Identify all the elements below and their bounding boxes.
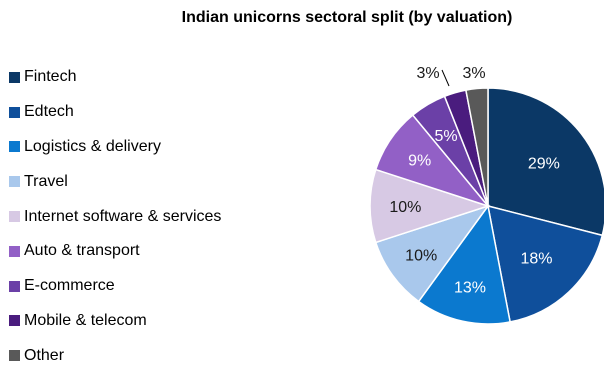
pie-slice-other: [465, 87, 489, 207]
legend-item-ecommerce: E-commerce: [9, 269, 221, 304]
legend-label: Fintech: [24, 68, 77, 86]
pie-chart: 29% 18% 13% 10% 10% 9%5% 3% 3%: [369, 65, 604, 325]
legend-label: E-commerce: [24, 277, 115, 295]
legend-swatch: [9, 280, 20, 292]
data-label-e-commerce: 5%: [434, 128, 457, 145]
legend-swatch: [9, 71, 20, 83]
legend-swatch: [9, 106, 20, 118]
legend-label: Edtech: [24, 103, 74, 121]
data-label-fintech: 29%: [528, 156, 560, 173]
legend-item-mobile-telecom: Mobile & telecom: [9, 304, 221, 339]
legend-item-auto-transport: Auto & transport: [9, 234, 221, 269]
legend-item-logistics: Logistics & delivery: [9, 130, 221, 165]
data-label-logistics-delivery: 13%: [454, 280, 486, 297]
legend-swatch: [9, 350, 20, 362]
legend-label: Travel: [24, 172, 68, 190]
data-label-edtech: 18%: [520, 251, 552, 268]
data-label-internet-software-services: 10%: [389, 199, 421, 216]
legend-swatch: [9, 211, 20, 223]
legend-label: Mobile & telecom: [24, 311, 147, 329]
data-label-mobile-telecom: 3%: [416, 65, 439, 82]
chart-legend: Fintech Edtech Logistics & delivery Trav…: [9, 60, 221, 373]
pie-slice-travel: [374, 204, 490, 303]
legend-item-fintech: Fintech: [9, 60, 221, 95]
data-label-other: 3%: [462, 65, 485, 82]
legend-swatch: [9, 245, 20, 257]
legend-swatch: [9, 176, 20, 188]
data-label-auto-transport: 9%: [408, 153, 431, 170]
leader-line: [441, 69, 450, 87]
legend-swatch: [9, 141, 20, 153]
legend-label: Auto & transport: [24, 242, 140, 260]
pie-slice-edtech: [487, 204, 604, 323]
legend-label: Internet software & services: [24, 207, 222, 225]
legend-item-edtech: Edtech: [9, 95, 221, 130]
pie-slice-logistics-delivery: [417, 204, 511, 325]
legend-item-travel: Travel: [9, 164, 221, 199]
chart-title: Indian unicorns sectoral split (by valua…: [181, 9, 513, 26]
pie-slice-internet-software-services: [369, 168, 491, 244]
data-label-travel: 10%: [405, 248, 437, 265]
legend-label: Logistics & delivery: [24, 137, 161, 155]
pie-slice-fintech: [487, 87, 604, 237]
legend-swatch: [9, 315, 20, 327]
legend-item-internet-software: Internet software & services: [9, 199, 221, 234]
